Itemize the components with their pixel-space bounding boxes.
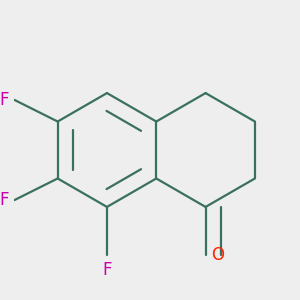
Text: F: F bbox=[0, 191, 9, 209]
Text: F: F bbox=[102, 261, 112, 279]
Text: F: F bbox=[0, 91, 9, 109]
Text: O: O bbox=[211, 246, 224, 264]
